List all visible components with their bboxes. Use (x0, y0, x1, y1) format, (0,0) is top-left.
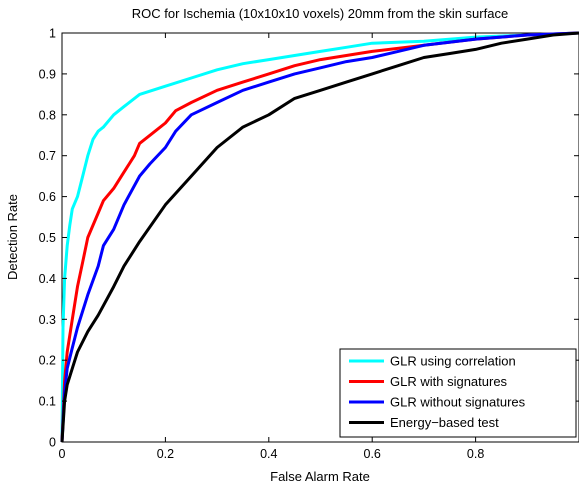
legend-label-1: GLR using correlation (390, 354, 516, 369)
series-layer (60, 31, 579, 443)
x-tick-label: 0.4 (260, 447, 277, 461)
y-tick-label: 0.6 (39, 190, 56, 204)
y-tick-label: 0.2 (39, 354, 56, 368)
y-tick-label: 0.8 (39, 108, 56, 122)
x-tick-label: 0 (59, 447, 66, 461)
y-tick-label: 0.1 (39, 395, 56, 409)
legend-label-4: Energy−based test (390, 415, 499, 430)
y-tick-label: 0.7 (39, 149, 56, 163)
y-tick-label: 0.9 (39, 67, 56, 81)
x-tick-label: 0.2 (157, 447, 174, 461)
chart-title: ROC for Ischemia (10x10x10 voxels) 20mm … (132, 6, 508, 21)
y-tick-label: 1 (49, 27, 56, 41)
series-line-2 (60, 31, 579, 443)
y-axis-label: Detection Rate (5, 194, 20, 280)
x-tick-label: 0.6 (364, 447, 381, 461)
y-tick-label: 0.3 (39, 313, 56, 327)
x-axis-label: False Alarm Rate (270, 469, 370, 484)
legend-label-2: GLR with signatures (390, 374, 508, 389)
series-line-3 (60, 31, 579, 443)
y-tick-label: 0.4 (39, 272, 56, 286)
ticks-layer: 0 0.2 0.4 0.6 0.8 0 0.1 0.2 0.3 0.4 0.5 0.6 0.7 0.8 0.… (39, 27, 579, 461)
legend: GLR using correlation GLR with signatures… (339, 348, 577, 438)
legend-label-3: GLR without signatures (390, 395, 526, 410)
series-line-1 (60, 31, 579, 443)
y-tick-label: 0.5 (39, 231, 56, 245)
series-line-4 (60, 31, 579, 443)
x-tick-label: 0.8 (467, 447, 484, 461)
legend-items: GLR using correlation GLR with signatures… (349, 354, 526, 430)
y-tick-label: 0 (49, 436, 56, 450)
